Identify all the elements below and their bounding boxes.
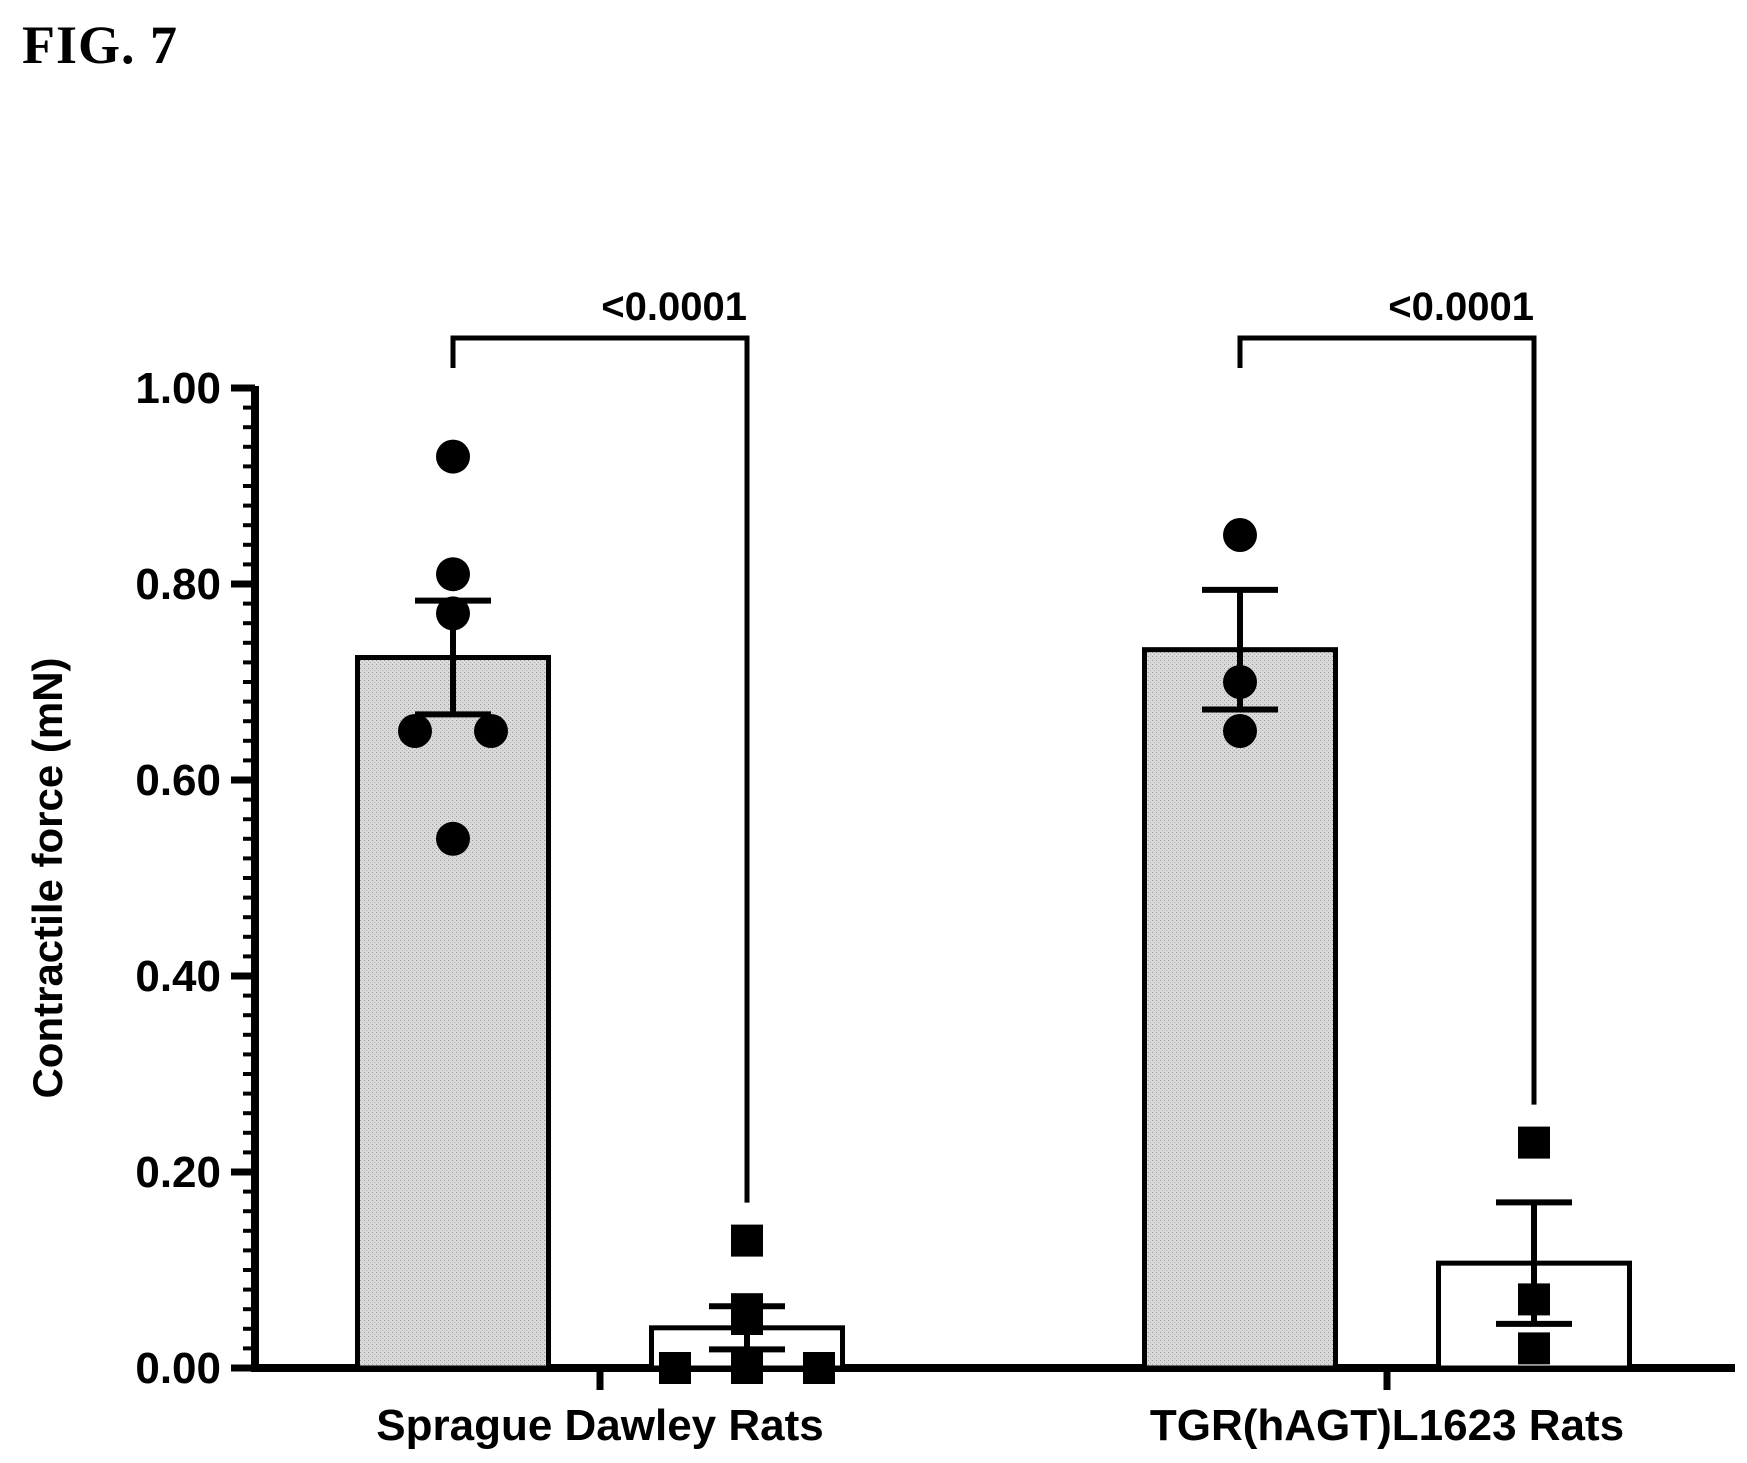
data-point-square: [803, 1352, 835, 1384]
bar: [355, 655, 551, 1371]
p-value-label: <0.0001: [1388, 285, 1534, 329]
error-bars: [415, 586, 1572, 1353]
significance-brackets: <0.0001 <0.0001: [450, 285, 1537, 1203]
data-points: [398, 439, 1550, 1384]
data-point-square: [731, 1224, 763, 1257]
bars: [355, 647, 1632, 1371]
data-point-square: [1518, 1126, 1550, 1159]
data-point-circle: [436, 596, 470, 631]
data-point-circle: [1223, 518, 1257, 552]
y-tick-label: 0.20: [135, 1148, 221, 1197]
data-point-circle: [436, 557, 470, 592]
data-point-square: [731, 1352, 763, 1384]
figure-label: FIG. 7: [22, 15, 179, 75]
data-point-square: [1518, 1283, 1550, 1316]
data-point-circle: [1223, 665, 1257, 699]
data-point-circle: [436, 821, 470, 856]
y-tick-label: 0.60: [135, 756, 221, 805]
data-point-square: [659, 1352, 691, 1384]
bar: [1142, 647, 1338, 1371]
y-tick-label: 0.80: [135, 560, 221, 609]
x-category-label: Sprague Dawley Rats: [376, 1401, 824, 1450]
x-category-label: TGR(hAGT)L1623 Rats: [1150, 1401, 1624, 1450]
data-point-circle: [398, 714, 432, 748]
data-point-circle: [436, 439, 470, 474]
data-point-circle: [1223, 714, 1257, 748]
axis-labels: Sprague Dawley Rats TGR(hAGT)L1623 Rats Co…: [24, 657, 1624, 1450]
significance-bracket: [1237, 335, 1537, 1105]
data-point-square: [1518, 1332, 1550, 1365]
y-tick-label: 1.00: [135, 364, 221, 413]
y-tick-label: 0.00: [135, 1344, 221, 1393]
y-axis-label: Contractile force (mN): [24, 657, 71, 1098]
data-point-circle: [474, 714, 508, 748]
significance-bracket: [450, 335, 750, 1203]
y-tick-label: 0.40: [135, 952, 221, 1001]
p-value-label: <0.0001: [601, 285, 747, 329]
data-point-square: [731, 1303, 763, 1335]
